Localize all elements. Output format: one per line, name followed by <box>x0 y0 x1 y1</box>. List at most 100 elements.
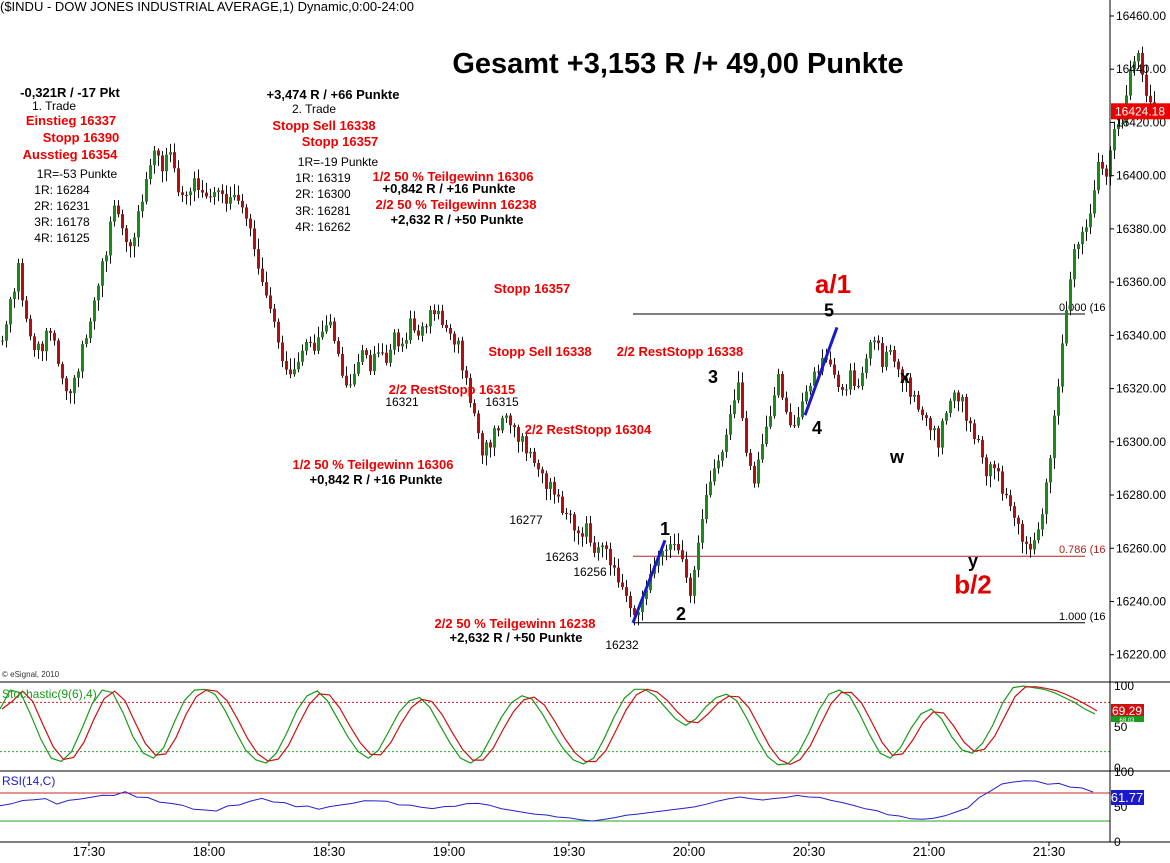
y-tick-label: 16300.00 <box>1116 435 1166 449</box>
candle-body <box>349 384 352 386</box>
rsi-line <box>0 780 1094 822</box>
annotation-text: 1/2 50 % Teilgewinn 16306 <box>293 457 454 472</box>
candle-body <box>1013 506 1016 518</box>
annotation-text: 16315 <box>485 395 519 409</box>
candle-body <box>733 400 736 415</box>
wave-label: b/2 <box>954 569 992 599</box>
candle-body <box>525 436 528 454</box>
candle-body <box>221 190 224 195</box>
x-tick-label: 20:00 <box>673 844 706 859</box>
candle-body <box>725 434 728 452</box>
candle-body <box>509 415 512 426</box>
candle-body <box>721 451 724 461</box>
candle-body <box>665 549 668 552</box>
candle-body <box>1017 517 1020 524</box>
candle-body <box>297 361 300 370</box>
candle-body <box>145 179 148 202</box>
candle-body <box>377 352 380 354</box>
candle-body <box>277 321 280 343</box>
candle-body <box>997 468 1000 472</box>
candle-body <box>93 300 96 322</box>
candle-body <box>1081 231 1084 245</box>
candle-body <box>1049 458 1052 483</box>
candle-body <box>437 310 440 315</box>
candle-body <box>841 386 844 390</box>
candle-body <box>401 343 404 347</box>
candle-body <box>1093 190 1096 214</box>
candle-body <box>993 464 996 469</box>
candle-body <box>429 310 432 327</box>
candle-body <box>233 194 236 198</box>
y-tick-label: 16280.00 <box>1116 488 1166 502</box>
x-tick-label: 17:30 <box>73 844 106 859</box>
candle-body <box>169 152 172 155</box>
candle-body <box>133 237 136 247</box>
last-price-tag <box>1111 103 1170 120</box>
candle-body <box>745 418 748 453</box>
candle-body <box>645 590 648 600</box>
candle-body <box>673 544 676 546</box>
candle-body <box>741 382 744 419</box>
candle-body <box>25 300 28 319</box>
price-y-axis: 16220.00 16240.00 16260.00 16280.00 16300.00… <box>1110 9 1170 849</box>
candle-body <box>329 321 332 326</box>
candle-body <box>873 340 876 343</box>
annotation-text: +2,632 R / +50 Punkte <box>391 212 524 227</box>
candle-body <box>141 201 144 212</box>
candle-body <box>385 352 388 363</box>
stoch-value-label: 69.29 <box>1112 704 1142 718</box>
y-tick-label: 16440.00 <box>1116 62 1166 76</box>
candle-body <box>393 332 396 350</box>
y-tick-label: 16240.00 <box>1116 594 1166 608</box>
candle-body <box>449 327 452 334</box>
candle-body <box>1133 61 1136 70</box>
candle-body <box>1137 52 1140 62</box>
candle-body <box>409 318 412 341</box>
candle-body <box>49 330 52 333</box>
x-tick-label: 21:00 <box>913 844 946 859</box>
wave-label: 5 <box>824 301 834 321</box>
candle-body <box>757 459 760 484</box>
candle-body <box>1065 310 1068 344</box>
candle-body <box>553 481 556 495</box>
annotation-text: 2R: 16231 <box>34 199 90 213</box>
candle-body <box>269 295 272 309</box>
x-tick-label: 21:30 <box>1033 844 1066 859</box>
candle-body <box>1141 52 1144 75</box>
y-tick-label: 16260.00 <box>1116 541 1166 555</box>
candle-body <box>545 473 548 489</box>
y-tick-label: 16460.00 <box>1116 9 1166 23</box>
y-tick-label: 16320.00 <box>1116 382 1166 396</box>
candle-body <box>253 228 256 250</box>
candle-body <box>533 451 536 464</box>
wave-label: x <box>900 367 910 387</box>
candle-body <box>261 268 264 283</box>
annotation-text: 16321 <box>385 395 419 409</box>
candle-body <box>309 341 312 343</box>
candle-body <box>529 451 532 454</box>
annotation-text: -0,321R / -17 Pkt <box>20 85 120 100</box>
candle-body <box>557 494 560 497</box>
wave-label: y <box>968 551 978 571</box>
candle-body <box>969 420 972 424</box>
candle-body <box>885 351 888 367</box>
candle-body <box>209 196 212 198</box>
candle-body <box>113 205 116 222</box>
candle-body <box>1025 541 1028 544</box>
candle-body <box>981 439 984 458</box>
candle-body <box>701 519 704 543</box>
annotation-text: 2R: 16300 <box>295 187 351 201</box>
candle-body <box>877 340 880 344</box>
candle-body <box>565 512 568 514</box>
candle-body <box>293 369 296 375</box>
candle-body <box>709 481 712 496</box>
wave-label: 1 <box>660 519 670 539</box>
candle-body <box>965 396 968 421</box>
rsi-panel <box>0 780 1110 822</box>
annotation-text: +0,842 R / +16 Punkte <box>383 181 516 196</box>
x-tick-label: 19:30 <box>553 844 586 859</box>
candle-body <box>581 533 584 537</box>
candle-body <box>373 353 376 372</box>
annotation-text: 1R: 16319 <box>295 171 351 185</box>
candle-body <box>433 310 436 315</box>
